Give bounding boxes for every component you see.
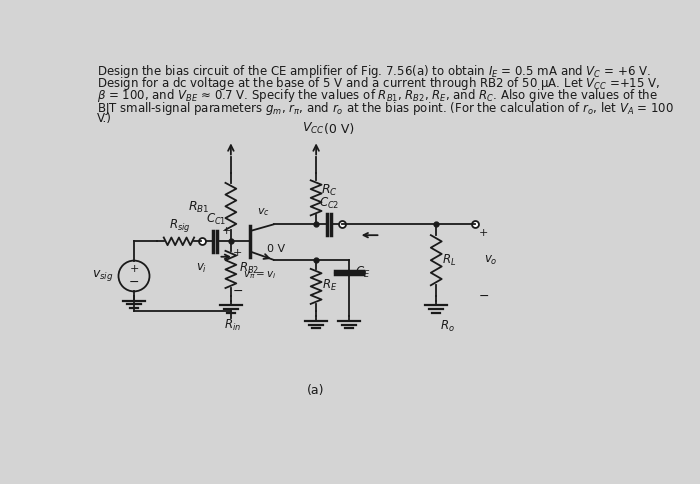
Text: $R_L$: $R_L$: [442, 253, 456, 268]
Text: $R_{B1}$: $R_{B1}$: [188, 199, 209, 214]
Text: $C_E$: $C_E$: [355, 265, 370, 280]
Text: $R_{in}$: $R_{in}$: [224, 318, 241, 333]
Text: 0 V: 0 V: [267, 243, 286, 254]
Text: V.): V.): [97, 112, 112, 125]
Text: −: −: [232, 285, 243, 298]
Text: $R_{B2}$: $R_{B2}$: [239, 261, 259, 276]
Text: BJT small-signal parameters $g_m$, $r_\pi$, and $r_o$ at the bias point. (For th: BJT small-signal parameters $g_m$, $r_\p…: [97, 100, 674, 117]
Text: $v_{sig}$: $v_{sig}$: [92, 269, 114, 284]
Text: $v_c$: $v_c$: [257, 207, 270, 218]
Text: $v_\pi = v_i$: $v_\pi = v_i$: [244, 269, 277, 281]
Text: $R_E$: $R_E$: [322, 278, 337, 293]
Text: Design for a dc voltage at the base of 5 V and a current through RB2 of 50 μA. L: Design for a dc voltage at the base of 5…: [97, 75, 660, 92]
Text: $R_C$: $R_C$: [321, 183, 337, 198]
Text: (a): (a): [307, 384, 325, 397]
Text: +: +: [232, 247, 241, 257]
Text: +: +: [130, 264, 139, 274]
Text: $\beta$ = 100, and $V_{BE}$ ≈ 0.7 V. Specify the values of $R_{B1}$, $R_{B2}$, $: $\beta$ = 100, and $V_{BE}$ ≈ 0.7 V. Spe…: [97, 87, 658, 105]
Text: $R_{sig}$: $R_{sig}$: [169, 217, 190, 234]
Text: $C_{C2}$: $C_{C2}$: [318, 196, 339, 211]
Text: $R_o$: $R_o$: [440, 319, 455, 334]
Text: (0 V): (0 V): [324, 123, 354, 136]
Text: +: +: [222, 226, 231, 236]
Text: $v_i$: $v_i$: [197, 262, 208, 275]
Text: Design the bias circuit of the CE amplifier of Fig. 7.56(a) to obtain $I_E$ = 0.: Design the bias circuit of the CE amplif…: [97, 63, 651, 80]
Text: −: −: [129, 276, 139, 289]
Text: $v_o$: $v_o$: [484, 254, 498, 267]
Text: +: +: [479, 228, 489, 238]
Text: $C_{C1}$: $C_{C1}$: [206, 212, 227, 227]
Text: $V_{CC}$: $V_{CC}$: [302, 121, 325, 136]
Text: −: −: [479, 290, 489, 303]
